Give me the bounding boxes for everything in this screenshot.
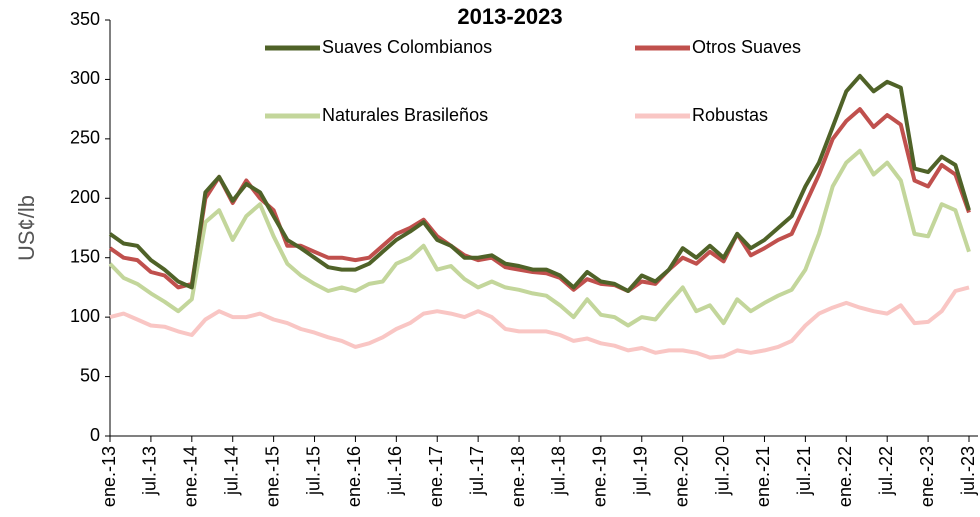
x-tick-label: jul.-20 [712, 446, 732, 496]
x-tick-label: jul.-19 [631, 446, 651, 496]
x-tick-label: ene.-19 [590, 446, 610, 507]
x-tick-label: ene.-17 [426, 446, 446, 507]
y-tick-label: 350 [70, 9, 100, 29]
x-tick-label: ene.-14 [181, 446, 201, 507]
y-tick-label: 100 [70, 306, 100, 326]
x-tick-label: ene.-21 [753, 446, 773, 507]
chart-title: 2013-2023 [457, 4, 562, 29]
y-tick-label: 150 [70, 246, 100, 266]
x-tick-label: jul.-14 [221, 446, 241, 496]
legend-label: Naturales Brasileños [322, 105, 488, 125]
x-tick-label: jul.-13 [140, 446, 160, 496]
series-line [108, 73, 971, 293]
series-line [108, 107, 971, 293]
x-tick-label: jul.-21 [794, 446, 814, 496]
y-axis-label: US¢/lb [14, 195, 39, 261]
series-line [109, 285, 970, 360]
legend-label: Suaves Colombianos [322, 37, 492, 57]
x-tick-label: ene.-16 [344, 446, 364, 507]
x-tick-label: ene.-23 [917, 446, 937, 507]
x-tick-label: jul.-17 [467, 446, 487, 496]
y-tick-label: 0 [90, 425, 100, 445]
x-tick-label: jul.-18 [549, 446, 569, 496]
y-tick-label: 200 [70, 187, 100, 207]
x-tick-label: jul.-16 [385, 446, 405, 496]
y-tick-label: 250 [70, 128, 100, 148]
x-tick-label: ene.-20 [671, 446, 691, 507]
x-tick-label: ene.-22 [835, 446, 855, 507]
x-tick-label: ene.-18 [508, 446, 528, 507]
x-tick-label: jul.-23 [958, 446, 978, 496]
x-tick-label: jul.-15 [303, 446, 323, 496]
legend-label: Otros Suaves [692, 37, 801, 57]
x-tick-label: ene.-15 [262, 446, 282, 507]
x-tick-label: jul.-22 [876, 446, 896, 496]
series-line [108, 148, 971, 328]
y-tick-label: 300 [70, 68, 100, 88]
x-tick-label: ene.-13 [99, 446, 119, 507]
legend-label: Robustas [692, 105, 768, 125]
y-tick-label: 50 [80, 365, 100, 385]
